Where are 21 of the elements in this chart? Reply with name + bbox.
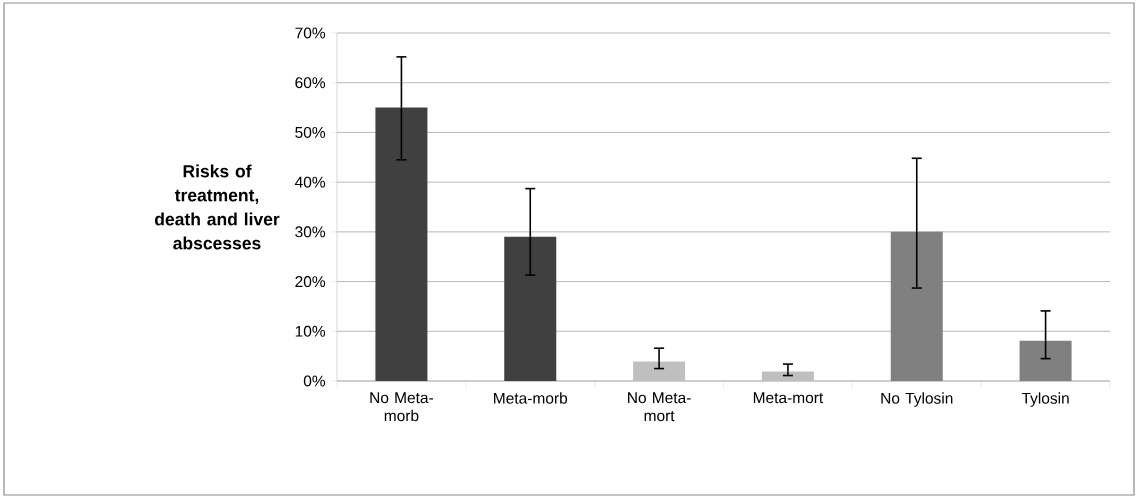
y-tick-label: 0% <box>303 375 326 387</box>
x-tick-label: No Meta-morb <box>370 392 434 422</box>
x-tick-label: No Meta-mort <box>628 392 691 422</box>
y-tick-label: 10% <box>295 325 326 337</box>
x-tick-label: Tylosin <box>1021 392 1069 407</box>
x-tick-label: Meta-morb <box>494 392 568 404</box>
bar <box>375 107 428 381</box>
y-tick-label: 30% <box>295 226 326 238</box>
y-tick-label: 70% <box>295 27 326 39</box>
y-axis-title: Risks of treatment, death and liver abscesses <box>154 164 280 250</box>
bar <box>761 371 814 381</box>
y-tick-label: 40% <box>294 176 326 188</box>
y-tick-label: 20% <box>295 276 326 288</box>
x-tick-label: No Tylosin <box>881 392 953 407</box>
bar <box>633 361 686 381</box>
bar <box>1019 340 1072 381</box>
y-tick-label: 60% <box>295 77 326 89</box>
y-tick-label: 50% <box>295 126 326 138</box>
bar <box>504 236 557 381</box>
bar <box>890 231 943 381</box>
x-tick-label: Meta-mort <box>753 392 824 404</box>
